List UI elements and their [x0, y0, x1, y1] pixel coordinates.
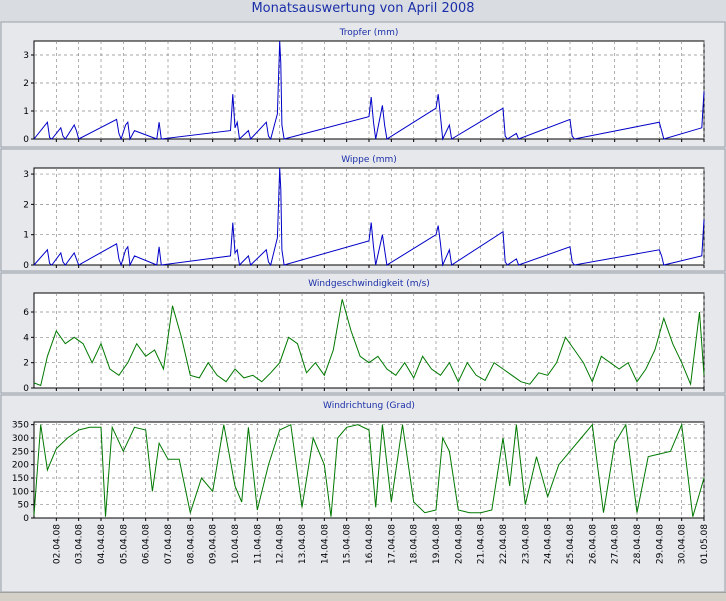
y-tick-label: 250: [12, 447, 29, 457]
x-tick-label: 22.04.08: [499, 524, 509, 564]
panel-title: Windgeschwindigkeit (m/s): [308, 279, 430, 289]
y-tick-label: 0: [23, 514, 29, 524]
x-tick-label: 23.04.08: [521, 524, 531, 564]
y-tick-label: 200: [12, 461, 29, 471]
x-tick-label: 19.04.08: [432, 524, 442, 564]
x-tick-label: 13.04.08: [298, 524, 308, 564]
x-tick-label: 18.04.08: [410, 524, 420, 564]
x-tick-label: 12.04.08: [276, 524, 286, 564]
x-tick-label: 05.04.08: [119, 524, 129, 564]
y-tick-label: 100: [12, 487, 29, 497]
x-tick-label: 09.04.08: [209, 524, 219, 564]
series-line: [33, 40, 705, 141]
y-tick-label: 0: [23, 261, 29, 271]
x-tick-label: 07.04.08: [164, 524, 174, 564]
x-tick-label: 15.04.08: [343, 524, 353, 564]
y-tick-label: 2: [23, 200, 29, 210]
x-tick-label: 01.05.08: [700, 524, 710, 564]
panel-title: Windrichtung (Grad): [323, 401, 415, 411]
x-tick-label: 21.04.08: [477, 524, 487, 564]
x-tick-label: 14.04.08: [320, 524, 330, 564]
x-tick-label: 20.04.08: [454, 524, 464, 564]
x-tick-label: 11.04.08: [253, 524, 263, 564]
x-tick-label: 27.04.08: [611, 524, 621, 564]
y-tick-label: 0: [23, 135, 29, 145]
x-tick-label: 29.04.08: [655, 524, 665, 564]
x-tick-label: 24.04.08: [544, 524, 554, 564]
status-bar: [0, 592, 726, 601]
y-tick-label: 1: [23, 231, 29, 241]
y-tick-label: 1: [23, 107, 29, 117]
x-tick-label: 28.04.08: [633, 524, 643, 564]
panel-title: Tropfer (mm): [339, 28, 399, 38]
y-tick-label: 2: [23, 359, 29, 369]
y-tick-label: 150: [12, 474, 29, 484]
y-tick-label: 3: [23, 51, 29, 61]
y-tick-label: 4: [23, 333, 29, 343]
y-tick-label: 2: [23, 79, 29, 89]
y-tick-label: 0: [23, 384, 29, 394]
y-tick-label: 3: [23, 170, 29, 180]
x-tick-label: 08.04.08: [186, 524, 196, 564]
y-tick-label: 350: [12, 421, 29, 431]
x-tick-label: 03.04.08: [75, 524, 85, 564]
x-tick-label: 17.04.08: [387, 524, 397, 564]
x-tick-label: 26.04.08: [588, 524, 598, 564]
y-tick-label: 300: [12, 434, 29, 444]
y-tick-label: 50: [18, 501, 30, 511]
x-tick-label: 04.04.08: [97, 524, 107, 564]
y-tick-label: 6: [23, 308, 29, 318]
x-tick-label: 02.04.08: [52, 524, 62, 564]
x-tick-label: 25.04.08: [566, 524, 576, 564]
page-title: Monatsauswertung von April 2008: [251, 1, 475, 16]
series-line: [33, 299, 705, 387]
panel-title: Wippe (mm): [341, 155, 397, 165]
x-tick-label: 10.04.08: [231, 524, 241, 564]
series-line: [33, 422, 705, 517]
x-tick-label: 16.04.08: [365, 524, 375, 564]
x-tick-label: 06.04.08: [142, 524, 152, 564]
x-tick-label: 30.04.08: [678, 524, 688, 564]
series-line: [33, 167, 705, 267]
